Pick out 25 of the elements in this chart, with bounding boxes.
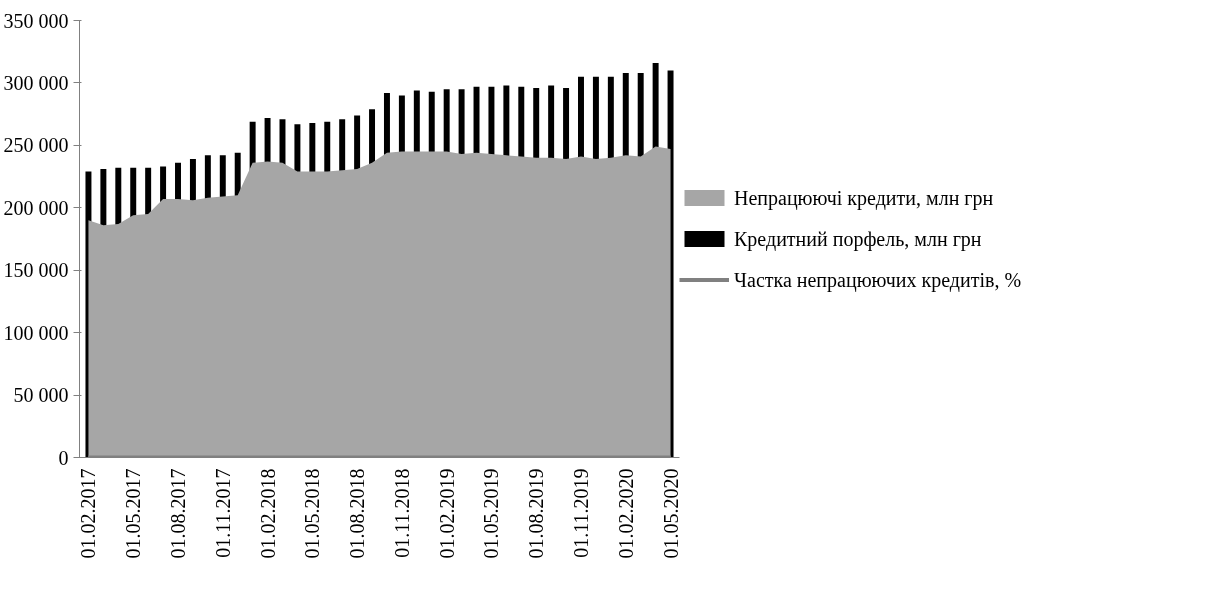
x-tick-label: 01.11.2017 <box>211 468 234 558</box>
legend-label: Кредитний порфель, млн грн <box>734 227 982 250</box>
x-tick-label: 01.05.2017 <box>122 468 145 559</box>
x-tick-label: 01.11.2019 <box>569 468 592 558</box>
x-tick-label: 01.08.2017 <box>167 468 190 559</box>
x-tick-label: 01.02.2017 <box>77 468 100 559</box>
x-tick-label: 01.05.2020 <box>659 468 682 559</box>
x-tick-label: 01.08.2018 <box>346 468 369 559</box>
x-tick-label: 01.11.2018 <box>390 468 413 558</box>
x-tick-label: 01.02.2018 <box>256 468 279 559</box>
x-tick-label: 01.05.2019 <box>480 468 503 559</box>
y-tick-label: 150 000 <box>3 259 69 282</box>
y-tick-label: 200 000 <box>3 196 69 219</box>
legend-label: Непрацюючі кредити, млн грн <box>734 186 994 209</box>
y-tick-label: 300 000 <box>3 71 69 94</box>
legend-label: Частка непрацюючих кредитів, % <box>734 268 1022 291</box>
x-tick-label: 01.05.2018 <box>301 468 324 559</box>
y-tick-label: 350 000 <box>3 9 69 32</box>
x-tick-label: 01.02.2020 <box>614 468 637 559</box>
y-tick-label: 50 000 <box>13 384 69 407</box>
y-tick-label: 0 <box>58 446 69 469</box>
y-tick-label: 250 000 <box>3 134 69 157</box>
x-tick-label: 01.02.2019 <box>435 468 458 559</box>
x-tick-label: 01.08.2019 <box>525 468 548 559</box>
y-tick-label: 100 000 <box>3 321 69 344</box>
